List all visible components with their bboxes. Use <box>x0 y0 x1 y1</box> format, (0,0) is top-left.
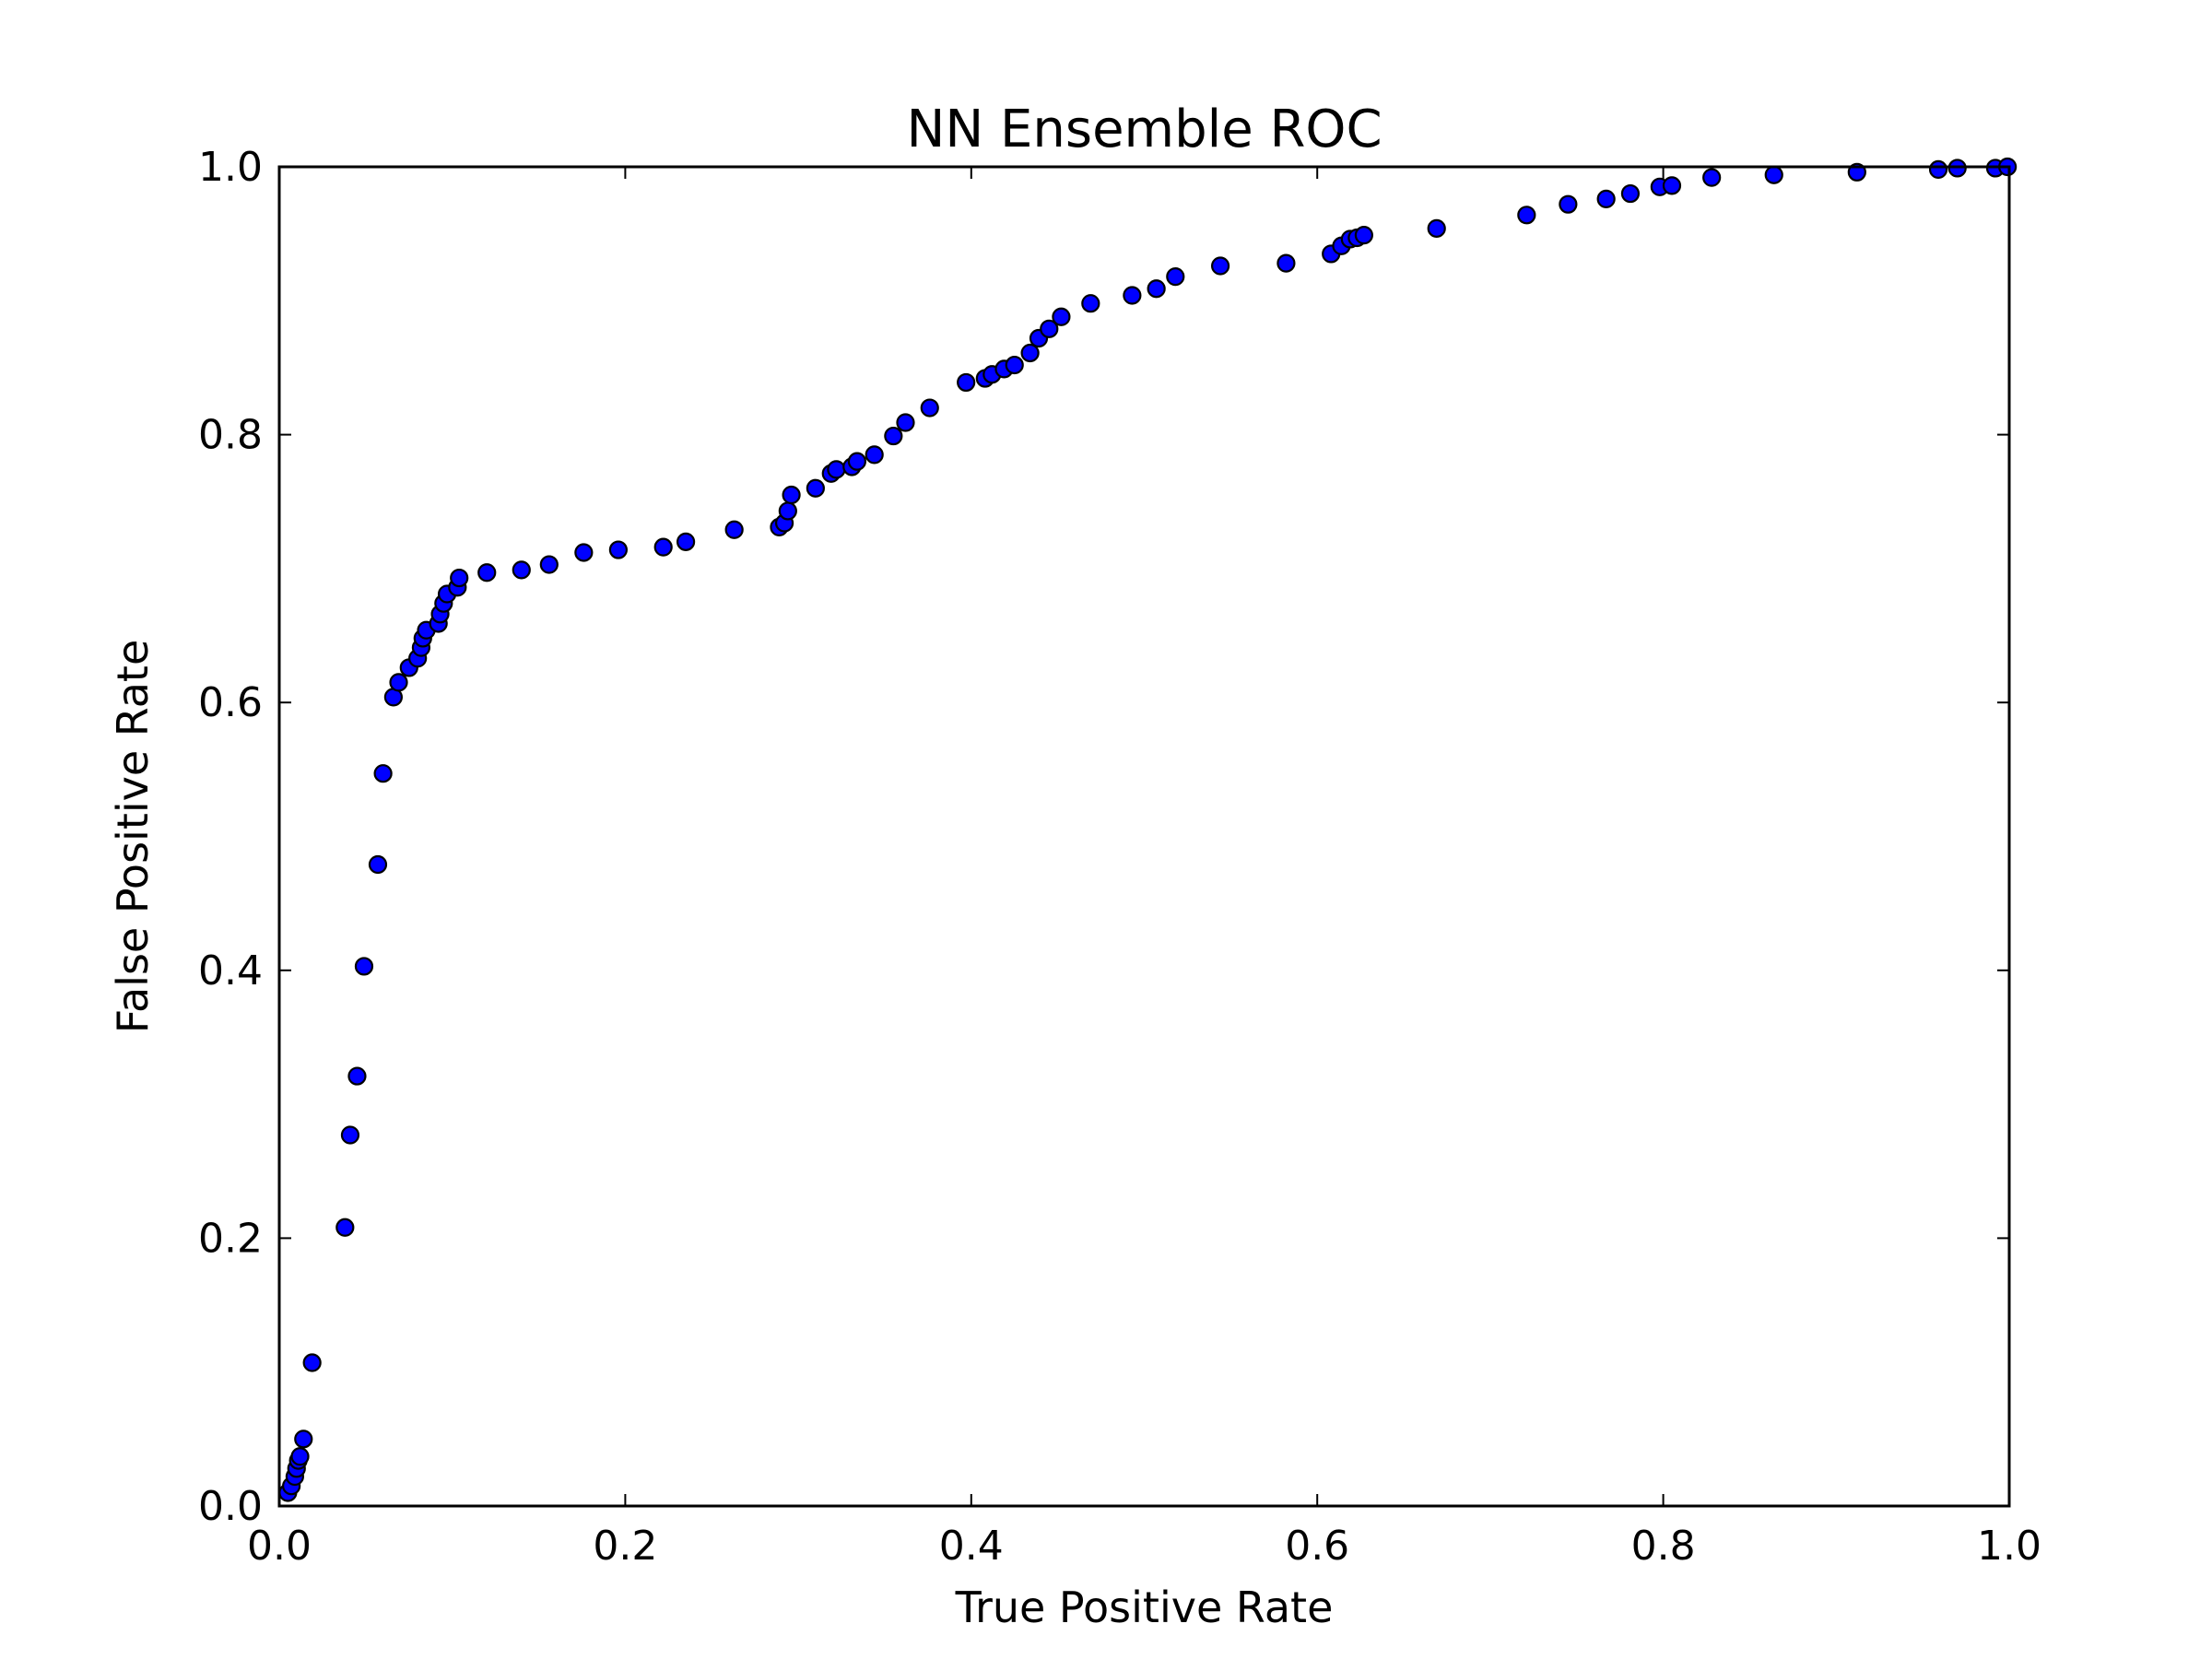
data-point <box>782 485 801 505</box>
data-point <box>676 532 696 551</box>
data-point <box>1147 279 1166 299</box>
data-point <box>1277 253 1296 273</box>
data-point <box>1764 165 1783 184</box>
x-tick-label: 1.0 <box>1977 1523 2041 1570</box>
data-point <box>368 854 388 875</box>
chart-title: NN Ensemble ROC <box>906 100 1382 159</box>
data-point <box>827 460 846 479</box>
y-axis-label: False Positive Rate <box>108 640 158 1034</box>
data-point <box>574 543 594 562</box>
data-point <box>373 764 393 783</box>
data-point <box>1040 319 1059 338</box>
data-point <box>653 537 673 557</box>
data-point <box>884 426 903 446</box>
plot-frame <box>277 165 2011 1508</box>
data-point <box>1702 168 1722 187</box>
data-point <box>1354 226 1373 245</box>
data-point <box>806 478 825 498</box>
data-points <box>278 157 2018 1502</box>
data-point <box>1596 189 1616 208</box>
x-tick-label: 0.6 <box>1285 1523 1349 1570</box>
x-tick-label: 0.4 <box>939 1523 1004 1570</box>
data-point <box>1427 218 1446 238</box>
x-tick-label: 0.0 <box>247 1523 312 1570</box>
data-point <box>920 398 939 418</box>
data-point <box>1662 176 1682 195</box>
data-point <box>389 673 408 692</box>
axis-ticks: 0.0 0.2 0.4 0.6 0.8 1.0 0.0 0.2 0.4 0.6 0.8 1.0 <box>198 144 2041 1570</box>
data-point <box>1166 267 1185 287</box>
data-point <box>608 540 628 559</box>
y-tick-label: 0.6 <box>198 679 263 726</box>
x-tick-label: 0.2 <box>593 1523 657 1570</box>
data-point <box>294 1430 313 1449</box>
data-point <box>1928 159 1948 180</box>
data-point <box>724 520 744 539</box>
y-tick-label: 0.2 <box>198 1215 263 1262</box>
data-point <box>1123 286 1142 305</box>
data-point <box>778 501 797 521</box>
data-point <box>1559 194 1578 214</box>
data-point <box>354 957 374 976</box>
data-point <box>340 1125 360 1145</box>
y-tick-label: 0.0 <box>198 1483 263 1530</box>
data-point <box>896 413 915 432</box>
y-tick-label: 0.8 <box>198 412 263 459</box>
data-point <box>1005 355 1024 375</box>
x-axis-label: True Positive Rate <box>955 1583 1334 1632</box>
data-point <box>1210 256 1230 276</box>
data-point <box>847 452 867 471</box>
x-tick-label: 0.8 <box>1631 1523 1696 1570</box>
data-point <box>477 563 497 582</box>
data-point <box>1052 307 1071 326</box>
data-point <box>957 372 976 393</box>
y-tick-label: 1.0 <box>198 144 263 191</box>
data-point <box>347 1066 367 1086</box>
data-point <box>1020 343 1040 363</box>
data-point <box>512 560 531 580</box>
data-point <box>290 1447 310 1466</box>
data-point <box>539 555 559 574</box>
data-point <box>1081 294 1100 313</box>
y-tick-label: 0.4 <box>198 947 263 994</box>
data-point <box>865 445 884 465</box>
data-point <box>1620 183 1641 204</box>
data-point <box>302 1353 322 1372</box>
data-point <box>335 1218 355 1237</box>
data-point <box>450 568 469 588</box>
data-point <box>1517 206 1536 225</box>
